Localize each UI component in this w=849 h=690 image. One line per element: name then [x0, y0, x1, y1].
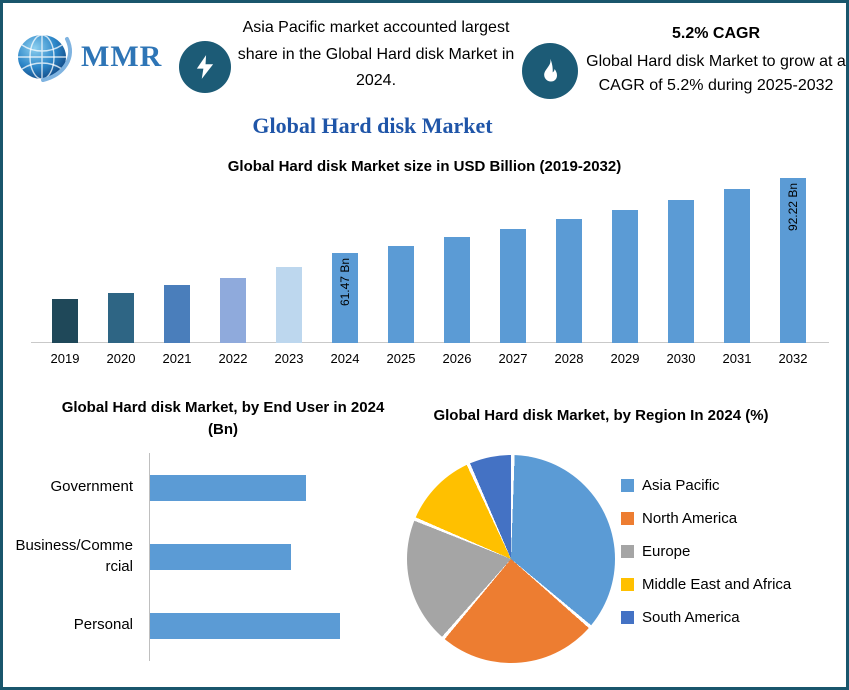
- logo-text: MMR: [81, 40, 163, 73]
- bar-2022: [220, 278, 246, 343]
- bar-group-2028: 2028: [541, 171, 597, 373]
- legend-item-3: Middle East and Africa: [621, 574, 791, 595]
- x-axis-label-2025: 2025: [386, 350, 416, 366]
- x-axis-label-2021: 2021: [162, 350, 192, 366]
- bar-2020: [108, 293, 134, 343]
- x-axis-label-2024: 2024: [330, 350, 360, 366]
- legend-item-2: Europe: [621, 541, 791, 562]
- y-axis-line: [149, 453, 150, 661]
- hbar-category-label: Personal: [73, 616, 133, 634]
- page-title: Global Hard disk Market: [252, 113, 493, 138]
- legend-item-4: South America: [621, 607, 791, 628]
- legend-label: South America: [642, 609, 740, 626]
- legend-item-1: North America: [621, 508, 791, 529]
- bar-2032: 92.22 Bn: [780, 178, 806, 343]
- pie-chart-title: Global Hard disk Market, by Region In 20…: [399, 405, 803, 427]
- legend-marker: [621, 578, 634, 591]
- legend-marker: [621, 611, 634, 624]
- pie: [407, 455, 615, 663]
- bar-2024: 61.47 Bn: [332, 253, 358, 343]
- legend-marker: [621, 545, 634, 558]
- hbar-chart: Government Business/Commercial Personal: [15, 453, 387, 661]
- bar-2027: [500, 229, 526, 343]
- pie-chart-title-text: Global Hard disk Market, by Region In 20…: [433, 407, 769, 424]
- hbar-bar-0: [150, 474, 306, 501]
- legend-label: Middle East and Africa: [642, 576, 792, 593]
- x-axis-label-2028: 2028: [554, 350, 584, 366]
- bar-2019: [52, 299, 78, 343]
- legend-marker: [621, 479, 634, 492]
- cagr-title: 5.2% CAGR: [671, 25, 761, 42]
- mmr-logo: MMR: [13, 19, 181, 95]
- bar-group-2027: 2027: [485, 171, 541, 373]
- x-axis-line: [31, 342, 829, 343]
- bar-2025: [388, 246, 414, 343]
- x-axis-label-2031: 2031: [722, 350, 752, 366]
- bar-value-label-2032: 92.22 Bn: [786, 183, 800, 232]
- bar-2030: [668, 200, 694, 343]
- bar-group-2030: 2030: [653, 171, 709, 373]
- bar-2031: [724, 189, 750, 343]
- bar-2029: [612, 210, 638, 343]
- cagr-note: Global Hard disk Market to grow at a CAG…: [586, 53, 846, 94]
- lightning-icon: [196, 55, 214, 79]
- hbar-bar-2: [150, 612, 340, 639]
- bar-group-2022: 2022: [205, 171, 261, 373]
- x-axis-label-2032: 2032: [778, 350, 808, 366]
- lightning-badge: [179, 41, 231, 93]
- legend-label: North America: [642, 510, 738, 527]
- x-axis-label-2029: 2029: [610, 350, 640, 366]
- hbar-row-0: Government: [15, 453, 387, 522]
- bar-2023: [276, 267, 302, 343]
- bar-group-2026: 2026: [429, 171, 485, 373]
- bar-2026: [444, 237, 470, 343]
- flame-badge: [522, 43, 578, 99]
- bar-2028: [556, 219, 582, 343]
- bar-group-2031: 2031: [709, 171, 765, 373]
- hbar-row-1: Business/Commercial: [15, 522, 387, 591]
- bar-group-2025: 2025: [373, 171, 429, 373]
- legend-marker: [621, 512, 634, 525]
- bar-group-2029: 2029: [597, 171, 653, 373]
- hbar-bar-1: [150, 543, 291, 570]
- legend-label: Europe: [642, 543, 691, 560]
- hbar-category-label: Government: [50, 478, 133, 496]
- cagr-block: 5.2% CAGR Global Hard disk Market to gro…: [585, 25, 846, 98]
- hbar-row-2: Personal: [15, 591, 387, 660]
- x-axis-label-2019: 2019: [50, 350, 80, 366]
- globe-icon: [18, 34, 72, 82]
- x-axis-label-2022: 2022: [218, 350, 248, 366]
- x-axis-label-2020: 2020: [106, 350, 136, 366]
- hbar-category-label: Business/Commercial: [15, 537, 133, 575]
- headline-note: Asia Pacific market accounted largest sh…: [237, 19, 515, 90]
- bar-value-label-2024: 61.47 Bn: [338, 258, 352, 307]
- legend-label: Asia Pacific: [642, 477, 720, 494]
- column-chart-title: Global Hard disk Market size in USD Bill…: [227, 158, 622, 175]
- bar-group-2032: 92.22 Bn 2032: [765, 171, 821, 373]
- bar-group-2024: 61.47 Bn 2024: [317, 171, 373, 373]
- x-axis-label-2023: 2023: [274, 350, 304, 366]
- x-axis-label-2030: 2030: [666, 350, 696, 366]
- bar-group-2023: 2023: [261, 171, 317, 373]
- x-axis-label-2026: 2026: [442, 350, 472, 366]
- flame-icon: [544, 58, 557, 82]
- hbar-chart-title: Global Hard disk Market, by End User in …: [21, 397, 425, 441]
- x-axis-label-2027: 2027: [498, 350, 528, 366]
- hbar-chart-title-text: Global Hard disk Market, by End User in …: [61, 399, 385, 438]
- bar-group-2019: 2019: [37, 171, 93, 373]
- legend-item-0: Asia Pacific: [621, 475, 791, 496]
- column-chart: 2019 2020 2021 2022 2023 61.47 Bn 2024 2025 2026…: [31, 171, 829, 373]
- bar-group-2021: 2021: [149, 171, 205, 373]
- bar-group-2020: 2020: [93, 171, 149, 373]
- pie-legend: Asia Pacific North America Europe Middle Ea…: [621, 475, 791, 640]
- bar-2021: [164, 285, 190, 343]
